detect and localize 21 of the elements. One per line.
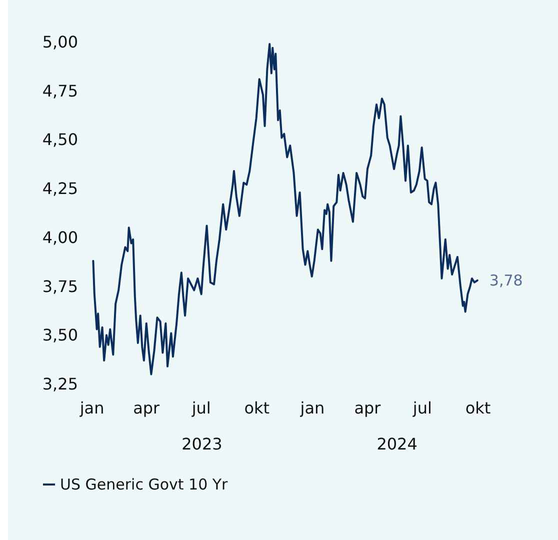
y-tick-label: 4,00: [42, 228, 78, 247]
x-tick-label: jul: [412, 398, 432, 418]
y-tick-label: 5,00: [42, 32, 78, 52]
y-tick-label: 3,50: [42, 326, 78, 345]
line-series: [92, 42, 478, 376]
y-tick-label: 3,25: [42, 374, 78, 394]
x-tick-label: jan: [78, 398, 104, 418]
x2-tick-label: 2023: [182, 434, 222, 454]
x-tick-label: apr: [354, 398, 382, 418]
annotation: 3,78: [489, 271, 523, 290]
x-tick-label: jul: [190, 398, 211, 418]
x-tick-label: okt: [244, 398, 270, 418]
x2-tick-label: 2024: [376, 434, 418, 454]
y-tick-label: 3,75: [42, 276, 78, 296]
x-tick-label: jan: [299, 398, 325, 418]
y-tick-label: 4,25: [42, 179, 78, 198]
x-tick-label: apr: [133, 398, 160, 418]
y-tick-label: 4,75: [42, 81, 78, 100]
legend-label: US Generic Govt 10 Yr: [60, 476, 229, 494]
y-tick-label: 4,50: [42, 130, 78, 150]
x-tick-label: okt: [465, 398, 491, 418]
